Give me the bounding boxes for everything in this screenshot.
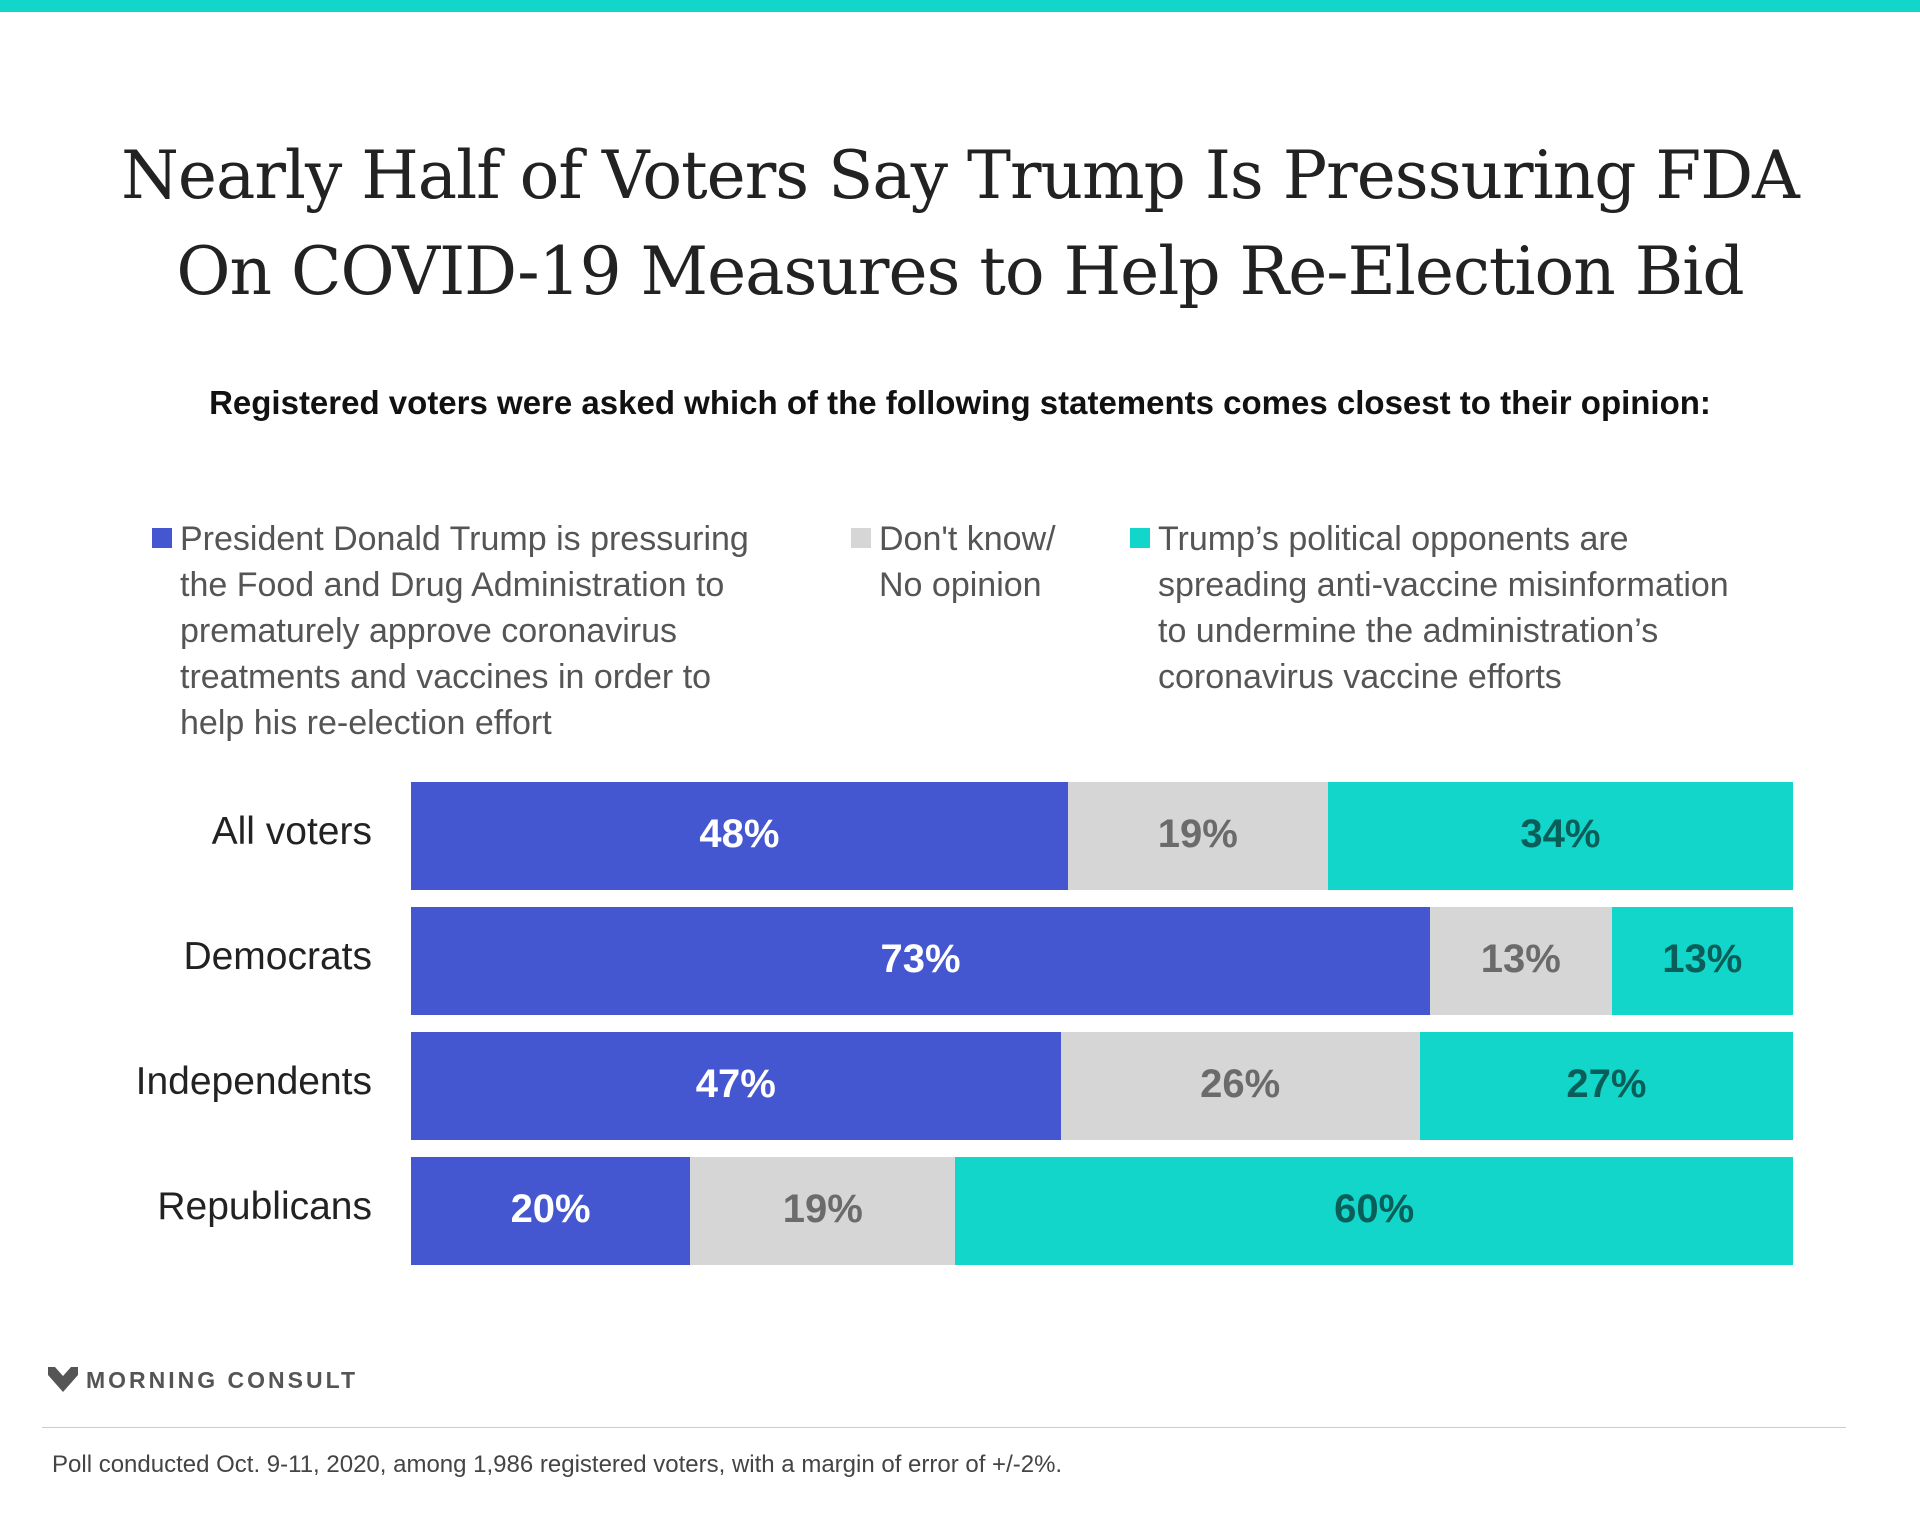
bar-republicans-pressuring — [411, 1157, 691, 1265]
morning-consult-logo-icon — [48, 1367, 78, 1392]
bar-democrats-dont-know — [1430, 907, 1612, 1015]
bar-all-voters-pressuring — [411, 782, 1068, 890]
bar-label-democrats-opponents: 13% — [1662, 937, 1743, 981]
bar-label-all-voters-dont-know: 19% — [1157, 812, 1238, 856]
legend-label-opponents: Trump’s political opponents are spreadin… — [1158, 520, 1729, 696]
bar-label-all-voters-opponents: 34% — [1520, 812, 1601, 856]
row-label-all-voters: All voters — [211, 810, 372, 853]
row-label-independents: Independents — [135, 1060, 372, 1103]
legend-label-dont-know: Don't know/ No opinion — [879, 520, 1056, 604]
brand-name: MORNING CONSULT — [86, 1367, 359, 1393]
row-label-republicans: Republicans — [157, 1185, 372, 1228]
bar-label-republicans-dont-know: 19% — [782, 1187, 863, 1231]
bar-democrats-opponents — [1611, 907, 1793, 1015]
legend-label-pressuring: President Donald Trump is pressuring the… — [180, 520, 749, 742]
bar-independents-dont-know — [1060, 1032, 1420, 1140]
bar-label-independents-pressuring: 47% — [695, 1062, 776, 1106]
bar-independents-pressuring — [411, 1032, 1061, 1140]
bar-label-democrats-dont-know: 13% — [1480, 937, 1561, 981]
bar-democrats-pressuring — [411, 907, 1431, 1015]
bar-label-all-voters-pressuring: 48% — [699, 812, 780, 856]
bar-all-voters-opponents — [1327, 782, 1793, 890]
bar-label-independents-opponents: 27% — [1566, 1062, 1647, 1106]
chart-title-line-2: On COVID-19 Measures to Help Re-Election… — [176, 233, 1744, 310]
bar-label-independents-dont-know: 26% — [1200, 1062, 1281, 1106]
chart-title-line-1: Nearly Half of Voters Say Trump Is Press… — [121, 137, 1800, 214]
chart-title: Nearly Half of Voters Say Trump Is Press… — [0, 128, 1920, 320]
legend-swatch-opponents — [1130, 528, 1150, 548]
bar-republicans-dont-know — [690, 1157, 956, 1265]
top-accent-bar — [0, 0, 1920, 12]
footnote: Poll conducted Oct. 9-11, 2020, among 1,… — [52, 1451, 1063, 1478]
bar-republicans-opponents — [955, 1157, 1793, 1265]
bar-all-voters-dont-know — [1067, 782, 1328, 890]
bar-label-republicans-pressuring: 20% — [510, 1187, 591, 1231]
footer-divider — [42, 1427, 1846, 1428]
bar-independents-opponents — [1419, 1032, 1793, 1140]
bar-label-democrats-pressuring: 73% — [880, 937, 961, 981]
legend-swatch-dont-know — [851, 528, 871, 548]
row-label-democrats: Democrats — [183, 935, 372, 978]
legend-swatch-pressuring — [152, 528, 172, 548]
chart-subtitle: Registered voters were asked which of th… — [209, 384, 1711, 421]
bar-label-republicans-opponents: 60% — [1334, 1187, 1415, 1231]
